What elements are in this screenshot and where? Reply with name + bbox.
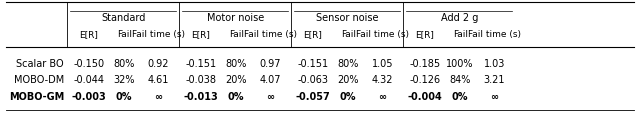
Text: ∞: ∞	[490, 92, 499, 102]
Text: Motor noise: Motor noise	[207, 13, 264, 23]
Text: -0.150: -0.150	[74, 58, 104, 68]
Text: 80%: 80%	[225, 58, 247, 68]
Text: 3.21: 3.21	[484, 75, 505, 85]
Text: 20%: 20%	[337, 75, 359, 85]
Text: 0%: 0%	[452, 92, 468, 102]
Text: 1.05: 1.05	[372, 58, 393, 68]
Text: MOBO-DM: MOBO-DM	[13, 75, 64, 85]
Text: Fail: Fail	[452, 29, 468, 38]
Text: 80%: 80%	[337, 58, 359, 68]
Text: Fail time (s): Fail time (s)	[244, 29, 297, 38]
Text: Fail: Fail	[340, 29, 356, 38]
Text: 0%: 0%	[116, 92, 132, 102]
Text: -0.038: -0.038	[186, 75, 216, 85]
Text: 4.61: 4.61	[148, 75, 169, 85]
Text: Add 2 g: Add 2 g	[440, 13, 478, 23]
Text: 20%: 20%	[225, 75, 247, 85]
Text: Fail time (s): Fail time (s)	[356, 29, 409, 38]
Text: -0.126: -0.126	[410, 75, 440, 85]
Text: 100%: 100%	[447, 58, 474, 68]
Text: E[R]: E[R]	[303, 29, 323, 38]
Text: MOBO-GM: MOBO-GM	[9, 92, 64, 102]
Text: 80%: 80%	[113, 58, 135, 68]
Text: ∞: ∞	[266, 92, 275, 102]
Text: -0.185: -0.185	[410, 58, 440, 68]
Text: -0.044: -0.044	[74, 75, 104, 85]
Text: 0.97: 0.97	[260, 58, 281, 68]
Text: -0.003: -0.003	[72, 92, 106, 102]
Text: Sensor noise: Sensor noise	[316, 13, 378, 23]
Text: E[R]: E[R]	[415, 29, 435, 38]
Text: -0.013: -0.013	[184, 92, 218, 102]
Text: Fail time (s): Fail time (s)	[468, 29, 521, 38]
Text: E[R]: E[R]	[79, 29, 99, 38]
Text: 1.03: 1.03	[484, 58, 505, 68]
Text: 0%: 0%	[228, 92, 244, 102]
Text: 32%: 32%	[113, 75, 135, 85]
Text: 0.92: 0.92	[148, 58, 169, 68]
Text: -0.151: -0.151	[186, 58, 216, 68]
Text: -0.057: -0.057	[296, 92, 330, 102]
Text: ∞: ∞	[378, 92, 387, 102]
Text: -0.004: -0.004	[408, 92, 442, 102]
Text: ∞: ∞	[154, 92, 163, 102]
Text: Scalar BO: Scalar BO	[17, 58, 64, 68]
Text: 0%: 0%	[340, 92, 356, 102]
Text: Fail: Fail	[228, 29, 244, 38]
Text: Fail: Fail	[116, 29, 132, 38]
Text: 4.32: 4.32	[372, 75, 393, 85]
Text: E[R]: E[R]	[191, 29, 211, 38]
Text: -0.151: -0.151	[298, 58, 328, 68]
Text: -0.063: -0.063	[298, 75, 328, 85]
Text: 4.07: 4.07	[260, 75, 281, 85]
Text: 84%: 84%	[449, 75, 471, 85]
Text: Standard: Standard	[101, 13, 145, 23]
Text: Fail time (s): Fail time (s)	[132, 29, 185, 38]
